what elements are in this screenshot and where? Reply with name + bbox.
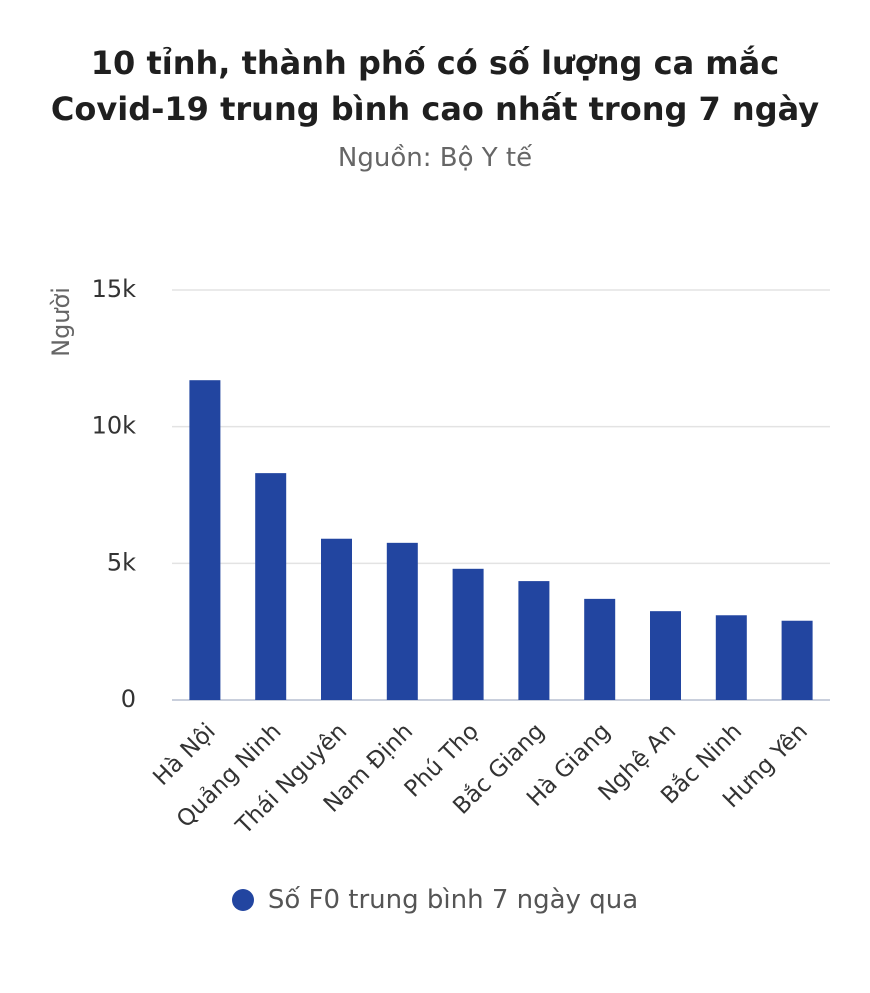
y-axis-ticks: 0 5k 10k 15k bbox=[92, 275, 137, 713]
legend-label: Số F0 trung bình 7 ngày qua bbox=[267, 885, 639, 915]
chart-title-line-2: Covid-19 trung bình cao nhất trong 7 ngà… bbox=[50, 90, 820, 128]
bar[interactable] bbox=[452, 568, 484, 700]
chart-title: 10 tỉnh, thành phố có số lượng ca mắc Co… bbox=[0, 40, 870, 132]
y-tick-label: 5k bbox=[107, 548, 136, 576]
y-tick-label: 0 bbox=[121, 685, 136, 713]
bar[interactable] bbox=[518, 581, 550, 700]
y-tick-label: 15k bbox=[92, 275, 137, 303]
chart-title-line-1: 10 tỉnh, thành phố có số lượng ca mắc bbox=[90, 44, 780, 82]
y-tick-label: 10k bbox=[92, 412, 137, 440]
chart-subtitle: Nguồn: Bộ Y tế bbox=[337, 143, 533, 173]
bars bbox=[189, 380, 813, 700]
bar[interactable] bbox=[386, 542, 418, 700]
y-axis-label: Người bbox=[47, 287, 75, 357]
bar[interactable] bbox=[255, 473, 287, 700]
bar[interactable] bbox=[781, 620, 813, 700]
bar[interactable] bbox=[650, 611, 681, 700]
legend[interactable]: Số F0 trung bình 7 ngày qua bbox=[0, 885, 870, 915]
bar[interactable] bbox=[189, 380, 221, 700]
bar[interactable] bbox=[321, 538, 352, 700]
bar[interactable] bbox=[584, 598, 616, 700]
bar[interactable] bbox=[715, 615, 747, 700]
legend-swatch bbox=[231, 889, 254, 911]
